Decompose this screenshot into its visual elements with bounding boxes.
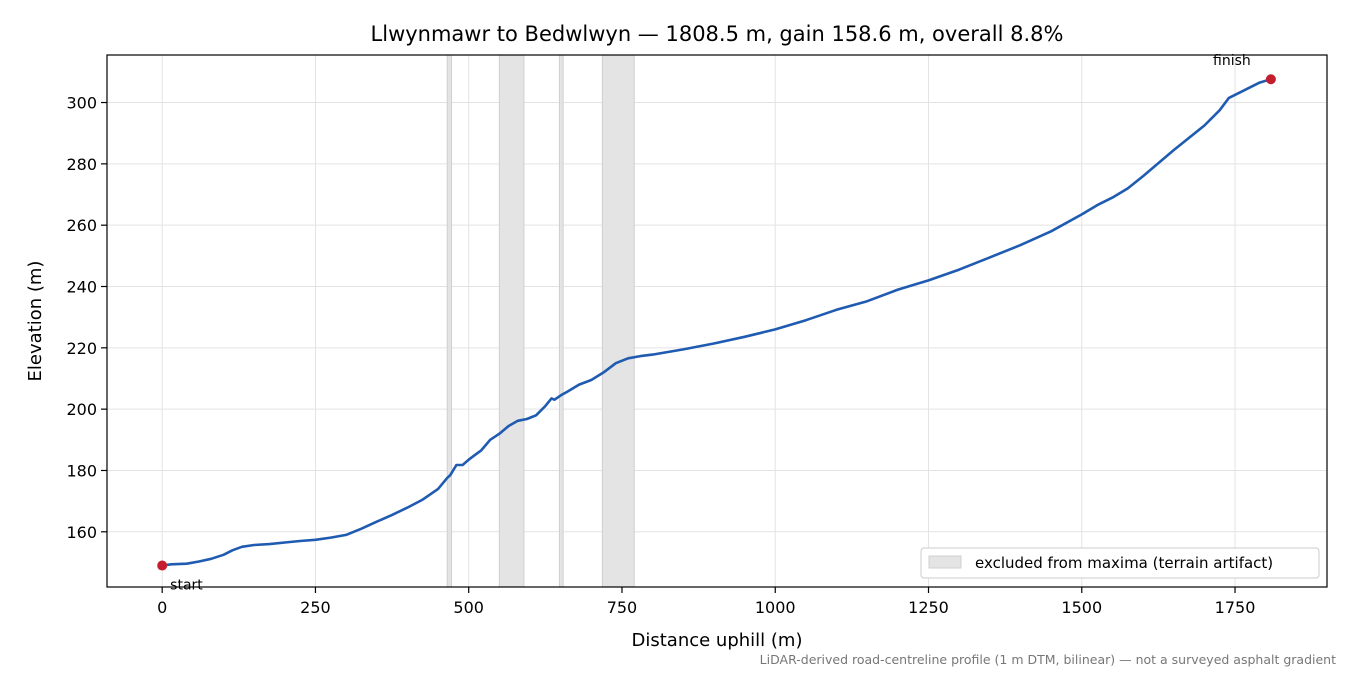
excluded-band [601,54,635,588]
x-tick-label: 1250 [908,598,949,617]
chart-title: Llwynmawr to Bedwlwyn — 1808.5 m, gain 1… [371,22,1064,46]
y-tick-label: 220 [66,339,97,358]
plot-frame [106,54,1328,588]
x-tick-label: 250 [300,598,331,617]
excluded-band [558,54,564,588]
y-tick-label: 160 [66,523,97,542]
start-label: start [170,578,203,594]
elevation-line [162,77,1272,567]
plot-area: start finish 0 250 500 750 1000 1250 1500 1750 160… [66,53,1328,617]
y-tick-label: 300 [66,94,97,113]
y-tick-label: 240 [66,278,97,297]
x-tick-label: 0 [157,598,167,617]
x-tick-label: 1750 [1215,598,1256,617]
legend: excluded from maxima (terrain artifact) [920,547,1320,579]
x-tick-label: 500 [453,598,484,617]
x-axis-label: Distance uphill (m) [632,630,803,651]
x-tick-label: 1000 [755,598,796,617]
start-marker [157,560,168,571]
legend-box [920,547,1320,579]
y-tick-label: 280 [66,155,97,174]
y-axis-label: Elevation (m) [25,261,46,382]
footnote: LiDAR-derived road-centreline profile (1… [760,652,1336,667]
x-tick-label: 750 [607,598,638,617]
y-tick-label: 180 [66,461,97,480]
y-tick-label: 200 [66,400,97,419]
excluded-band [446,54,453,588]
excluded-band [498,54,525,588]
x-tick-label: 1500 [1061,598,1102,617]
finish-label: finish [1213,53,1251,69]
legend-swatch [928,555,962,569]
y-tick-label: 260 [66,216,97,235]
legend-label: excluded from maxima (terrain artifact) [975,554,1273,572]
finish-marker [1265,74,1276,85]
